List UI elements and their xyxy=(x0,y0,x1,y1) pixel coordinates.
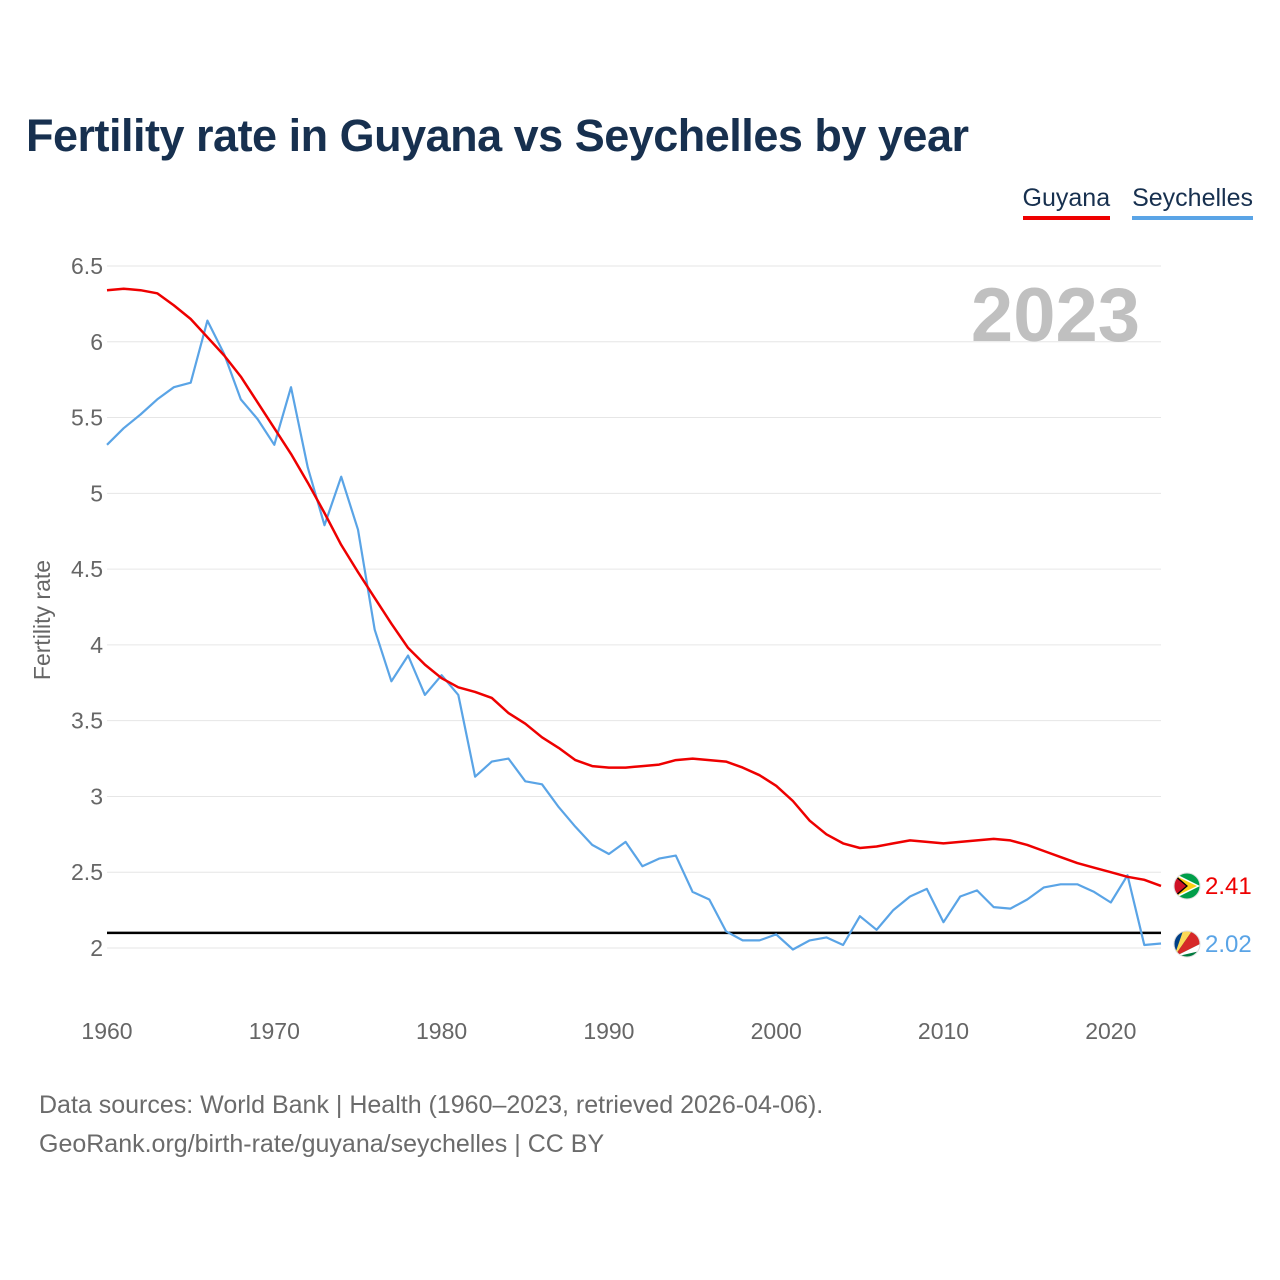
y-tick-label: 2.5 xyxy=(71,859,103,885)
y-axis-ticks: 2 2.5 3 3.5 4 4.5 5 5.5 6 6.5 xyxy=(71,253,103,961)
year-watermark: 2023 xyxy=(971,273,1140,358)
end-label-guyana: 2.41 xyxy=(1205,873,1252,900)
y-tick-label: 5 xyxy=(90,480,103,506)
seychelles-flag-icon xyxy=(1173,930,1201,958)
separator: | xyxy=(514,1130,528,1158)
legend: Guyana Seychelles xyxy=(1022,184,1253,220)
source-link[interactable]: GeoRank.org/birth-rate/guyana/seychelles xyxy=(39,1130,508,1158)
y-tick-label: 3.5 xyxy=(71,708,103,734)
footer: Data sources: World Bank | Health (1960–… xyxy=(39,1086,823,1164)
x-tick-label: 1980 xyxy=(416,1018,467,1044)
x-tick-label: 1960 xyxy=(81,1018,132,1044)
x-axis-ticks: 1960 1970 1980 1990 2000 2010 2020 xyxy=(81,1018,1136,1044)
x-tick-label: 2000 xyxy=(751,1018,802,1044)
y-tick-label: 4.5 xyxy=(71,556,103,582)
y-tick-label: 6.5 xyxy=(71,253,103,279)
license: CC BY xyxy=(527,1130,605,1158)
grid-lines xyxy=(107,265,1161,949)
line-chart: 2 2.5 3 3.5 4 4.5 5 5.5 6 6.5 1960 1970 1980 1990 200… xyxy=(29,253,1252,1044)
legend-item-seychelles[interactable]: Seychelles xyxy=(1132,184,1253,220)
x-tick-label: 1970 xyxy=(249,1018,300,1044)
end-label-seychelles: 2.02 xyxy=(1205,931,1252,958)
legend-item-guyana[interactable]: Guyana xyxy=(1022,184,1111,220)
x-tick-label: 2010 xyxy=(918,1018,969,1044)
series-line-guyana[interactable] xyxy=(106,287,1162,888)
data-source-note: Data sources: World Bank | Health (1960–… xyxy=(39,1091,824,1119)
y-tick-label: 6 xyxy=(90,329,103,355)
y-axis-label: Fertility rate xyxy=(29,560,55,680)
y-tick-label: 4 xyxy=(90,632,103,658)
series-line-seychelles[interactable] xyxy=(106,319,1162,951)
y-tick-label: 2 xyxy=(90,935,103,961)
x-tick-label: 2020 xyxy=(1085,1018,1136,1044)
y-tick-label: 3 xyxy=(90,783,103,809)
chart-title: Fertility rate in Guyana vs Seychelles b… xyxy=(26,110,969,161)
y-tick-label: 5.5 xyxy=(71,405,103,431)
guyana-flag-icon xyxy=(1173,872,1201,900)
x-tick-label: 1990 xyxy=(583,1018,634,1044)
source-link-line: GeoRank.org/birth-rate/guyana/seychelles… xyxy=(39,1125,823,1164)
